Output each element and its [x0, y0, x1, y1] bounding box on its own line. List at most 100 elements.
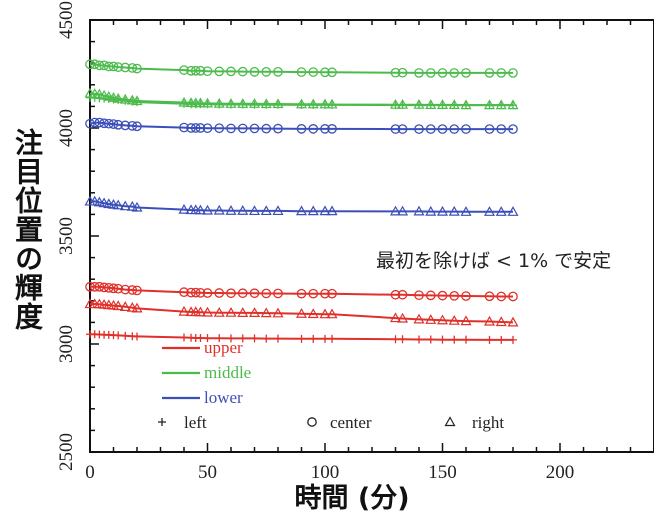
data-point — [237, 288, 248, 299]
data-point — [426, 335, 435, 344]
data-point — [296, 288, 307, 299]
data-point — [238, 334, 247, 343]
data-point — [215, 334, 224, 343]
data-point — [94, 60, 105, 71]
data-point — [89, 59, 100, 70]
data-point — [398, 335, 407, 344]
data-point — [112, 199, 124, 210]
data-point — [214, 66, 225, 77]
data-point — [389, 98, 402, 109]
data-point — [178, 203, 190, 214]
data-point — [132, 121, 142, 132]
data-point — [425, 124, 436, 134]
data-point — [179, 122, 189, 133]
data-point — [484, 68, 495, 78]
data-point — [195, 65, 206, 76]
data-point — [326, 205, 338, 216]
data-point — [249, 123, 260, 134]
y-tick-label: 4000 — [56, 109, 77, 147]
x-tick-label: 200 — [546, 462, 575, 483]
data-point — [415, 335, 423, 344]
data-point — [413, 98, 425, 109]
data-point — [495, 206, 507, 216]
data-point — [186, 123, 196, 133]
plot-frame — [89, 19, 654, 453]
data-point — [261, 123, 272, 134]
data-point — [225, 98, 237, 108]
data-point — [390, 124, 401, 134]
data-point — [94, 117, 105, 128]
data-point — [108, 119, 119, 129]
data-point — [485, 335, 494, 344]
data-point — [272, 307, 284, 318]
data-point — [507, 99, 519, 110]
data-point — [495, 99, 507, 110]
x-tick-label: 50 — [198, 462, 217, 483]
data-point — [133, 332, 141, 341]
y-tick-label: 2500 — [56, 433, 77, 471]
data-point — [413, 313, 425, 324]
data-point — [194, 97, 206, 108]
data-point — [397, 312, 409, 323]
data-point — [307, 98, 319, 109]
data-point — [99, 60, 109, 71]
data-point — [296, 124, 307, 134]
data-point — [321, 334, 329, 343]
data-point — [237, 66, 248, 77]
data-point — [272, 98, 284, 109]
data-point — [260, 307, 272, 318]
data-point — [103, 282, 114, 293]
data-point — [108, 61, 119, 72]
data-point — [438, 335, 447, 344]
data-point — [261, 66, 272, 77]
data-point — [93, 88, 105, 99]
data-point — [260, 98, 272, 109]
data-point — [121, 331, 130, 340]
data-point — [203, 334, 212, 343]
data-point — [390, 289, 401, 300]
data-point — [237, 123, 248, 134]
data-point — [108, 283, 119, 294]
data-point — [460, 315, 472, 326]
data-point — [295, 205, 308, 216]
data-point — [195, 123, 206, 133]
data-point — [437, 68, 448, 78]
data-point — [248, 307, 261, 317]
legend-label: center — [330, 413, 372, 432]
data-point — [201, 97, 214, 108]
data-point — [195, 287, 206, 298]
data-point — [214, 288, 225, 298]
data-point — [460, 206, 472, 216]
x-tick-label: 150 — [428, 462, 457, 483]
data-point — [425, 205, 437, 216]
data-point — [274, 334, 282, 343]
data-point — [320, 124, 330, 134]
x-tick-label: 0 — [85, 462, 95, 483]
data-point — [397, 67, 408, 78]
data-point — [327, 288, 337, 299]
series-upper-right — [84, 298, 519, 327]
data-point — [202, 66, 213, 77]
data-point — [425, 314, 437, 324]
series-upper-center — [85, 281, 518, 302]
data-point — [319, 308, 331, 319]
data-point — [213, 97, 225, 108]
data-point — [99, 118, 109, 129]
data-point — [180, 333, 188, 342]
data-point — [260, 205, 272, 216]
data-point — [460, 99, 472, 110]
data-point — [201, 306, 214, 317]
legend-marker-center — [307, 417, 317, 427]
data-point — [131, 201, 143, 212]
data-point — [190, 123, 201, 133]
data-point — [483, 315, 496, 326]
data-point — [213, 204, 225, 215]
data-point — [248, 205, 261, 216]
data-point — [483, 206, 496, 216]
data-point — [131, 302, 143, 313]
data-point — [226, 288, 236, 299]
data-point — [496, 124, 507, 134]
axis-ticks — [89, 19, 654, 453]
data-point — [497, 335, 506, 344]
